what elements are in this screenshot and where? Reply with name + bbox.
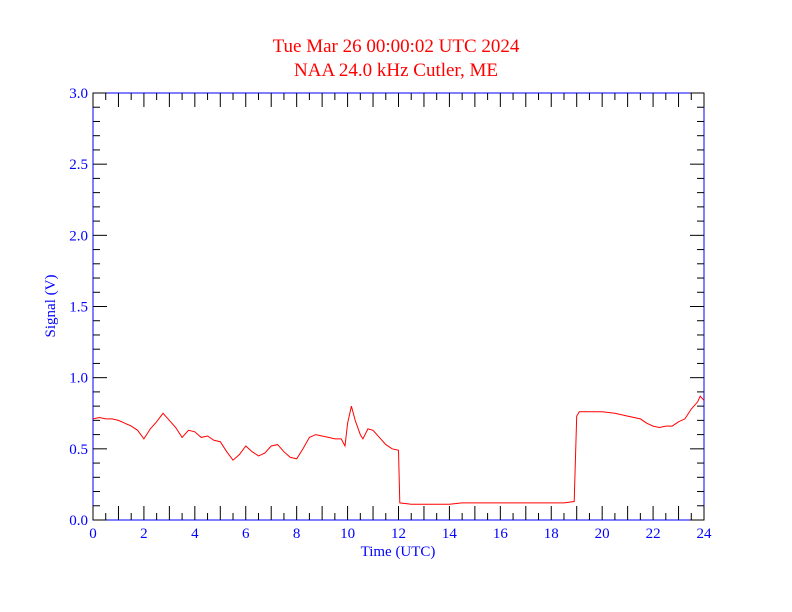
y-axis-label: Signal (V)	[43, 275, 59, 338]
x-tick-label: 16	[493, 526, 509, 542]
y-tick-label: 2.5	[69, 157, 88, 173]
x-tick-label: 8	[293, 526, 301, 542]
x-tick-label: 0	[89, 526, 97, 542]
y-tick-label: 0.5	[69, 442, 88, 458]
y-tick-label: 0.0	[69, 513, 88, 529]
y-tick-label: 3.0	[69, 86, 88, 102]
x-tick-label: 18	[544, 526, 559, 542]
x-tick-label: 10	[340, 526, 355, 542]
x-tick-label: 2	[140, 526, 148, 542]
y-tick-label: 2.0	[69, 228, 88, 244]
chart-subtitle: NAA 24.0 kHz Cutler, ME	[294, 60, 498, 81]
signal-line	[92, 395, 705, 505]
x-tick-label: 14	[442, 526, 458, 542]
chart-title: Tue Mar 26 00:00:02 UTC 2024	[272, 36, 520, 57]
x-tick-label: 6	[242, 526, 250, 542]
y-tick-label: 1.0	[69, 371, 88, 387]
y-tick-label: 1.5	[69, 300, 88, 316]
x-tick-label: 4	[191, 526, 199, 542]
x-tick-label: 22	[646, 526, 661, 542]
x-tick-label: 24	[697, 526, 713, 542]
x-tick-label: 20	[595, 526, 610, 542]
x-tick-label: 12	[391, 526, 406, 542]
x-axis-label: Time (UTC)	[361, 544, 436, 560]
